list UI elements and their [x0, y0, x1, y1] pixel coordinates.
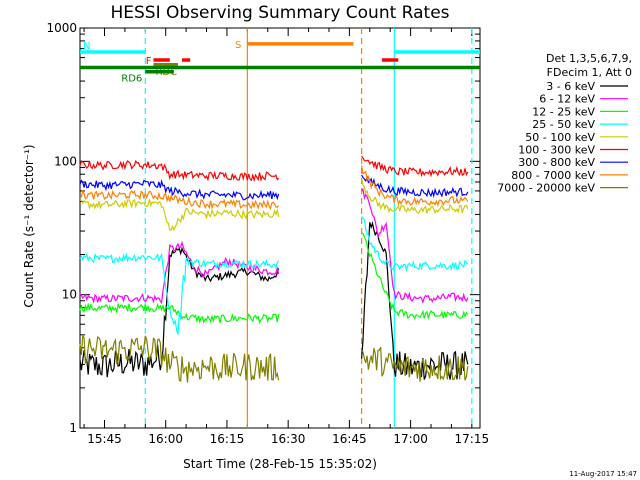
- y-tick-label: 100: [54, 154, 77, 168]
- legend-title-line: FDecim 1, Att 0: [547, 66, 632, 79]
- chart-title: HESSI Observing Summary Count Rates: [110, 3, 449, 23]
- flag-label: S: [235, 40, 241, 51]
- series-line: [361, 155, 469, 178]
- legend-entry-label: 3 - 6 keV: [546, 80, 595, 93]
- series-line: [79, 246, 280, 378]
- series-line: [79, 159, 280, 183]
- y-axis-label: Count Rate (s⁻¹ detector⁻¹): [22, 144, 36, 307]
- series-line: [361, 174, 469, 199]
- plot-frame: [79, 27, 481, 429]
- series-line: [361, 187, 469, 305]
- legend-entry-label: 12 - 25 keV: [532, 105, 595, 118]
- legend-entry-label: 6 - 12 keV: [539, 93, 595, 106]
- legend-entry-label: 7000 - 20000 keV: [497, 182, 595, 195]
- footer-timestamp: 11-Aug-2017 15:47: [569, 470, 637, 478]
- flag-label: N: [83, 41, 90, 52]
- series-line: [79, 189, 280, 211]
- legend-entry-label: 800 - 7000 keV: [511, 169, 595, 182]
- x-tick-label: 16:30: [271, 432, 306, 446]
- legend-entry-label: 25 - 50 keV: [532, 118, 595, 131]
- x-tick-label: 15:45: [87, 432, 122, 446]
- legend: Det 1,3,5,6,7,9,FDecim 1, Att 03 - 6 keV…: [497, 52, 632, 195]
- series-line: [79, 252, 280, 335]
- x-tick-label: 17:15: [455, 432, 490, 446]
- series-line: [79, 179, 280, 201]
- x-axis-label: Start Time (28-Feb-15 15:35:02): [183, 457, 377, 471]
- series-line: [361, 165, 469, 207]
- legend-title-line: Det 1,3,5,6,7,9,: [546, 52, 632, 65]
- y-tick-label: 1000: [46, 21, 77, 35]
- series-line: [361, 221, 469, 380]
- series-line: [79, 333, 280, 383]
- series-line: [361, 232, 469, 321]
- flag-label: F: [146, 56, 152, 67]
- y-tick-label: 1: [69, 421, 77, 435]
- x-tick-label: 16:45: [332, 432, 367, 446]
- plot-area: 15:45 16:00 16:15 16:30 16:45 17:00 17:15 1 10 10…: [46, 21, 489, 446]
- x-tick-label: 17:00: [393, 432, 428, 446]
- x-tick-label: 16:15: [210, 432, 245, 446]
- series-line: [361, 216, 469, 273]
- legend-entry-label: 50 - 100 keV: [525, 131, 595, 144]
- series-line: [361, 178, 469, 215]
- legend-entry-label: 300 - 800 keV: [518, 156, 595, 169]
- y-tick-label: 10: [62, 288, 77, 302]
- x-tick-label: 16:00: [148, 432, 183, 446]
- series-line: [79, 198, 280, 232]
- series-line: [361, 346, 469, 382]
- series-line: [79, 240, 280, 305]
- flag-label: RD6: [121, 74, 142, 85]
- legend-entry-label: 100 - 300 keV: [518, 144, 595, 157]
